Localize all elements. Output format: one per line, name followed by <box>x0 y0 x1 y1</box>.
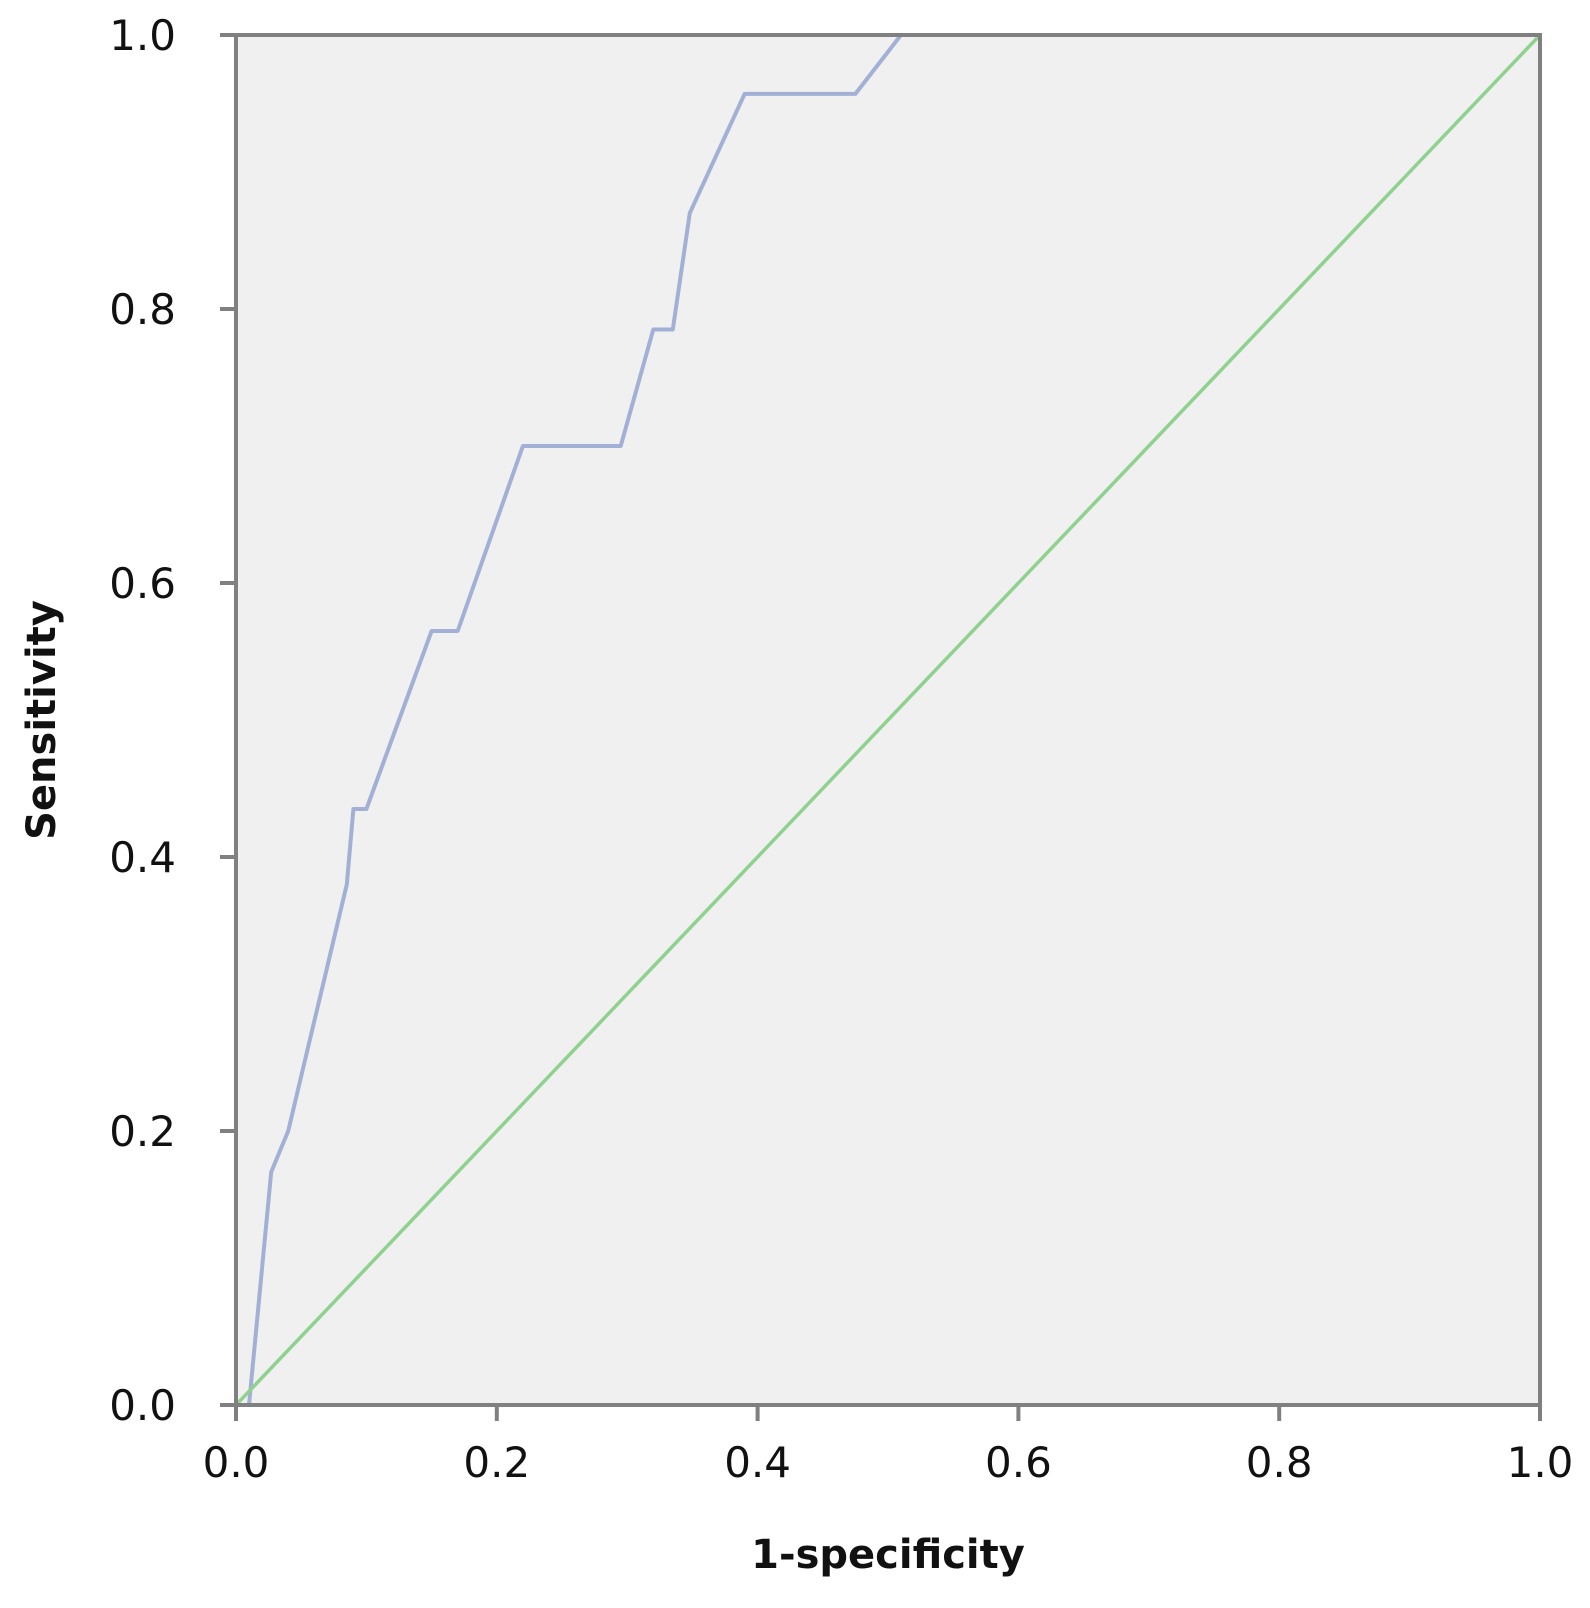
y-axis: 0.0 0.2 0.4 0.6 0.8 1.0 <box>109 11 236 1430</box>
x-tick-label: 0.6 <box>985 1438 1052 1487</box>
y-tick-label: 0.2 <box>109 1107 176 1156</box>
reference-diagonal-line <box>234 33 1542 1407</box>
x-tick-label: 0.4 <box>724 1438 791 1487</box>
y-tick-label: 1.0 <box>109 11 176 60</box>
x-axis-title: 1-specificity <box>751 1532 1025 1578</box>
y-tick-label: 0.4 <box>109 833 176 882</box>
y-tick-label: 0.0 <box>109 1381 176 1430</box>
plot-frame <box>234 33 1542 1407</box>
x-tick-label: 0.8 <box>1246 1438 1313 1487</box>
x-tick-label: 0.2 <box>463 1438 530 1487</box>
y-axis-title: Sensitivity <box>19 600 65 840</box>
x-tick-label: 1.0 <box>1507 1438 1574 1487</box>
y-tick-label: 0.6 <box>109 559 176 608</box>
x-tick-label: 0.0 <box>203 1438 270 1487</box>
curves-layer <box>234 33 1542 1407</box>
y-tick-label: 0.8 <box>109 285 176 334</box>
roc-curve-line <box>236 33 1540 1407</box>
x-axis: 0.0 0.2 0.4 0.6 0.8 1.0 <box>203 1405 1574 1487</box>
